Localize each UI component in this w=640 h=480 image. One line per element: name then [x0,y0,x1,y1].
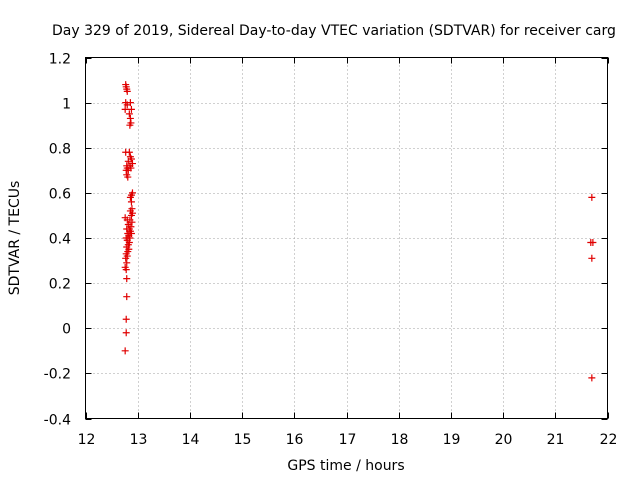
data-point [126,121,134,129]
data-point [127,105,135,113]
data-point [124,157,132,165]
data-point [121,347,129,355]
x-tick-label: 20 [495,432,513,448]
chart-title: Day 329 of 2019, Sidereal Day-to-day VTE… [52,23,616,39]
data-point [127,198,135,206]
data-point [589,239,597,247]
data-point [126,99,134,107]
x-tick-label: 22 [600,432,618,448]
x-axis-label: GPS time / hours [287,458,404,474]
x-tick-label: 13 [130,432,148,448]
x-tick-label: 17 [339,432,357,448]
x-tick-label: 19 [443,432,461,448]
data-point [125,148,133,156]
x-tick-label: 16 [286,432,304,448]
y-tick-label: 0.4 [49,232,71,248]
data-point [124,166,132,174]
data-point [588,374,596,382]
data-point [123,293,131,301]
data-point [121,105,129,113]
data-point [122,266,130,274]
x-tick-label: 12 [78,432,96,448]
x-tick-label: 14 [182,432,200,448]
y-axis: -0.4 -0.2 0 0.2 0.4 0.6 0.8 1 1.2 [44,52,71,429]
data-point [123,87,131,95]
data-point [127,211,135,219]
data-point [588,254,596,262]
y-tick-label: 1.2 [49,52,71,68]
data-point [122,254,130,262]
data-point [126,193,134,201]
data-point [122,315,130,323]
data-point [123,259,131,267]
data-point [128,218,136,226]
y-tick-label: 0.6 [49,187,71,203]
x-tick-label: 18 [391,432,409,448]
x-axis: 12 13 14 15 16 17 18 19 20 21 22 [78,432,618,448]
axis-ticks [85,57,609,420]
y-tick-label: -0.2 [44,367,71,383]
data-point [588,193,596,201]
data-point [124,173,132,181]
y-tick-label: -0.4 [44,413,71,429]
data-point [123,275,131,283]
y-tick-label: 1 [62,97,71,113]
data-points [121,81,597,382]
data-point [122,329,130,337]
y-axis-label: SDTVAR / TECUs [7,181,23,296]
data-point [125,110,133,118]
y-tick-label: 0.2 [49,277,71,293]
y-tick-label: 0 [62,322,71,338]
y-tick-label: 0.8 [49,142,71,158]
x-tick-label: 21 [547,432,565,448]
grid [85,57,608,419]
x-tick-label: 15 [234,432,252,448]
